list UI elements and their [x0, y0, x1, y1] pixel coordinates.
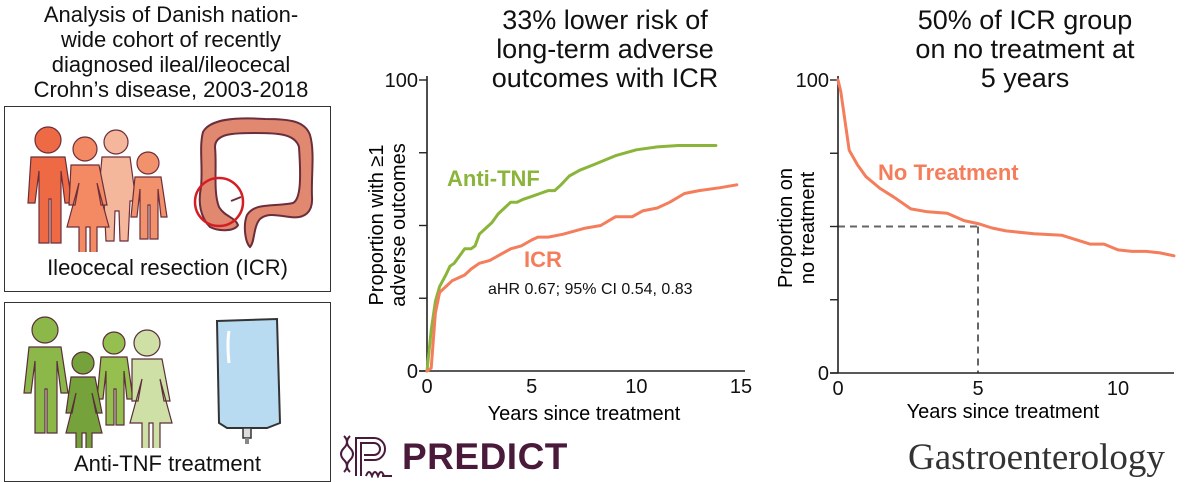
anti-tnf-group-label: Anti-TNF treatment	[73, 451, 262, 476]
icr-illustration	[27, 117, 314, 252]
x-tick-label: 15	[730, 376, 752, 398]
study-description-line: diagnosed ileal/ileocecal	[51, 52, 291, 77]
series-line-icr	[425, 183, 739, 373]
hazard-ratio-annotation: aHR 0.67; 95% CI 0.54, 0.83	[488, 281, 693, 298]
study-description-line: Crohn’s disease, 2003-2018	[33, 77, 309, 102]
predict-logo-text: PREDICT	[402, 436, 568, 477]
chart2-title-line: 5 years	[980, 63, 1070, 93]
y-tick-label: 100	[385, 70, 418, 92]
y-tick-label: 100	[796, 70, 829, 92]
chart2-title: 50% of ICR group on no treatment at 5 ye…	[860, 6, 1190, 93]
iv-bag-icon	[215, 317, 282, 444]
chart1-ylabel-line: adverse outcomes	[388, 143, 410, 306]
x-tick-label: 5	[972, 378, 983, 400]
family-icon	[27, 126, 168, 252]
chart1-title-line: 33% lower risk of	[502, 5, 708, 35]
anti-tnf-illustration	[23, 316, 282, 448]
chart2-title-line: 50% of ICR group	[917, 5, 1133, 35]
legend-label-anti-tnf: Anti-TNF	[447, 166, 540, 191]
study-description-line: wide cohort of recently	[60, 27, 282, 52]
series-line-anti-tnf	[425, 144, 718, 373]
x-tick-label: 10	[1107, 378, 1129, 400]
chart2-title-line: on no treatment at	[915, 34, 1135, 64]
x-tick-label: 5	[526, 376, 537, 398]
x-tick-label: 0	[421, 376, 432, 398]
x-tick-label: 10	[625, 376, 647, 398]
chart1-title-line: outcomes with ICR	[491, 63, 719, 93]
chart2-ylabel-line: no treatment	[797, 171, 819, 284]
family-icon	[23, 316, 173, 448]
chart1-ylabel-line: Proportion with ≥1	[366, 144, 388, 305]
icr-group-panel: Ileocecal resection (ICR)	[4, 106, 331, 292]
legend-label-icr: ICR	[524, 247, 562, 272]
resection-highlight-circle	[193, 176, 245, 228]
colon-icon	[198, 117, 314, 249]
chart2-xlabel: Years since treatment	[907, 401, 1100, 423]
legend-label-no-treatment: No Treatment	[878, 160, 1019, 185]
predict-logo-icon	[340, 435, 392, 478]
y-tick-label: 0	[818, 363, 829, 385]
study-description-line: Analysis of Danish nation-	[43, 2, 299, 27]
chart2-ylabel-line: Proportion on	[775, 168, 797, 288]
journal-logo-text: Gastroenterology	[908, 437, 1165, 478]
series-line-no-treatment	[836, 78, 1176, 258]
chart1-title-line: long-term adverse	[496, 34, 714, 64]
study-description: Analysis of Danish nation- wide cohort o…	[0, 2, 342, 102]
anti-tnf-group-panel: Anti-TNF treatment	[4, 302, 331, 482]
icr-group-label: Ileocecal resection (ICR)	[47, 255, 288, 280]
y-tick-label: 0	[407, 361, 418, 383]
x-tick-label: 0	[832, 378, 843, 400]
chart1-xlabel: Years since treatment	[488, 403, 681, 425]
chart1-title: 33% lower risk of long-term adverse outc…	[440, 6, 770, 93]
